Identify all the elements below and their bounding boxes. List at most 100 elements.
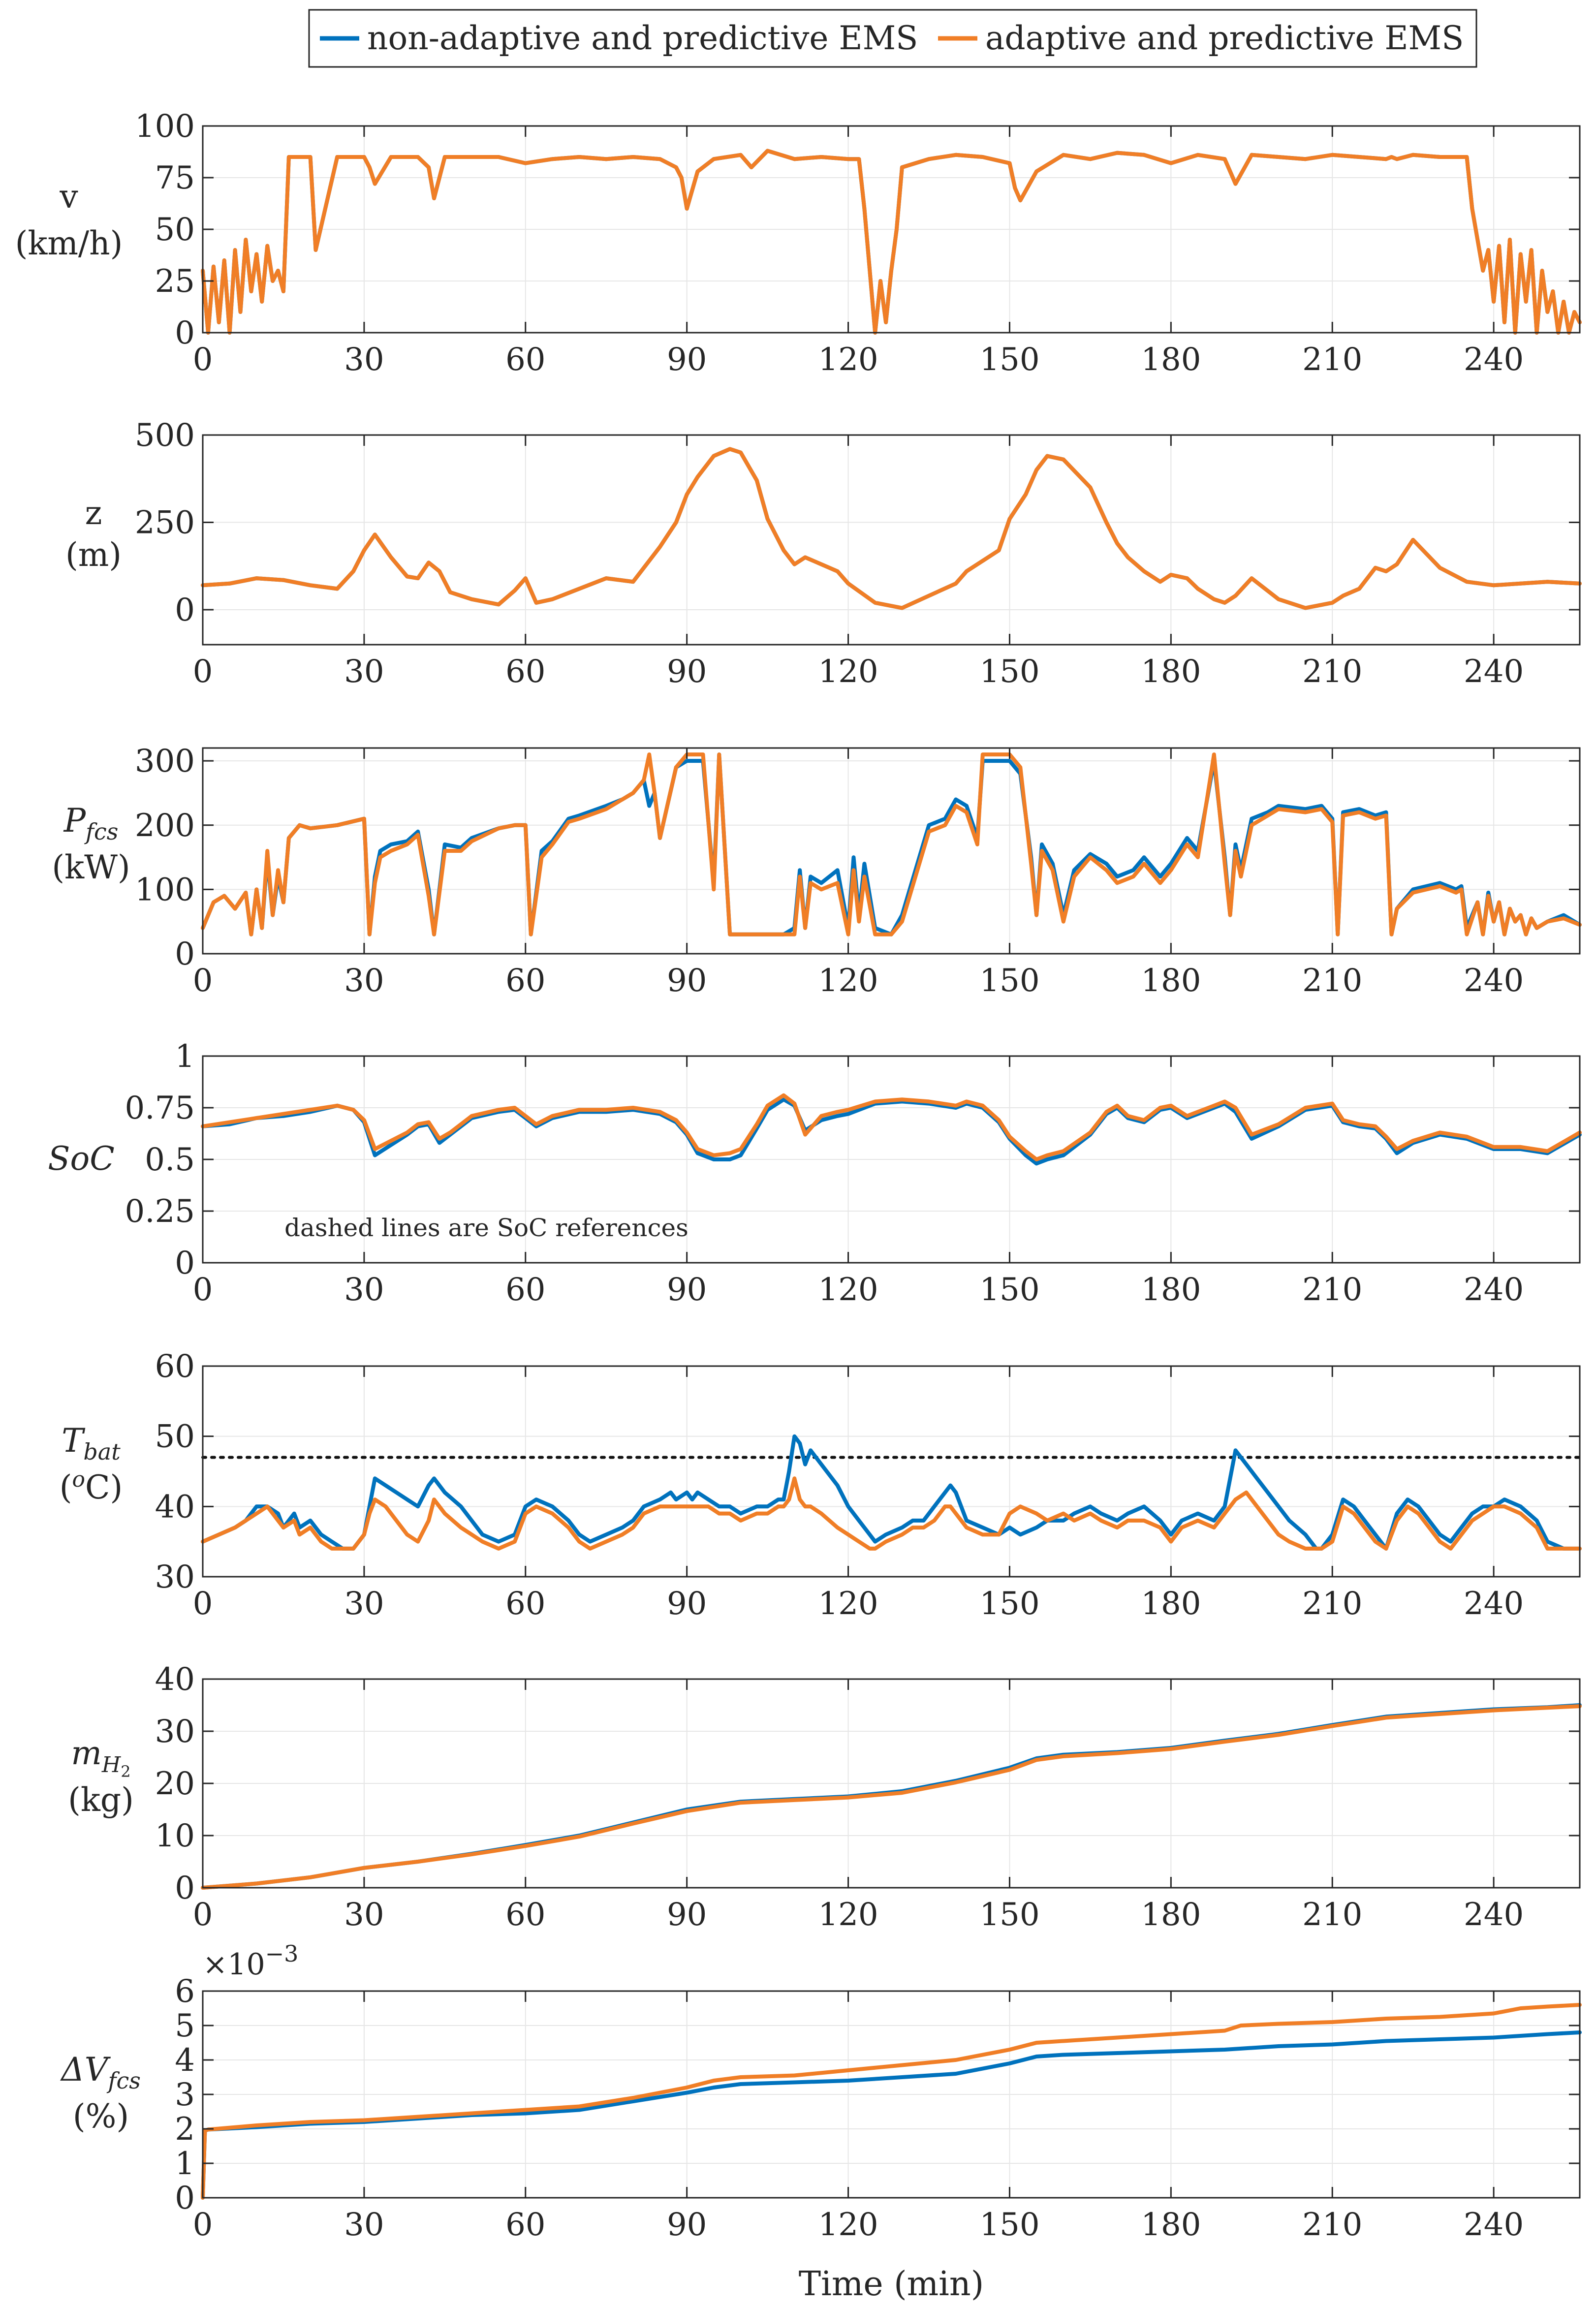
panel-hydrogen-ylabel: mH2 <box>71 1734 130 1781</box>
x-tick-label: 240 <box>1464 2207 1524 2243</box>
y-tick-label: 6 <box>175 1973 195 2010</box>
y-tick-label: 30 <box>155 1714 195 1750</box>
x-tick-label: 30 <box>344 654 384 690</box>
x-tick-label: 180 <box>1141 654 1201 690</box>
x-tick-label: 240 <box>1464 342 1524 378</box>
panel-fc-power-ylabel-main: P <box>63 802 87 840</box>
panel-fc-power-x-ticks: 0 30 60 90 120 150 180 210 240 <box>193 748 1524 999</box>
panel-degradation-series <box>201 2003 1582 2200</box>
panel-hydrogen-x-ticks: 0 30 60 90 120 150 180 210 240 <box>193 1679 1524 1933</box>
panel-fc-power-ylabel-unit: (kW) <box>52 848 130 886</box>
series-line-adaptive <box>201 752 1582 936</box>
x-tick-label: 90 <box>667 963 707 999</box>
x-tick-label: 120 <box>818 1897 878 1933</box>
y-tick-label: 0 <box>175 2180 195 2216</box>
y-tick-label: 60 <box>155 1348 195 1385</box>
x-tick-label: 150 <box>979 654 1039 690</box>
panel-degradation-exponent: ×10−3 <box>203 1940 298 1982</box>
x-tick-label: 0 <box>193 1586 213 1622</box>
panel-speed-y-ticks: 0 25 50 75 100 <box>135 108 1580 351</box>
panel-hydrogen-series <box>201 1703 1582 1890</box>
panel-hydrogen-ylabel-sub: H <box>101 1752 122 1777</box>
panel-battery-temp-ylabel: Tbat <box>62 1422 121 1465</box>
legend-label-non-adaptive: non-adaptive and predictive EMS <box>367 19 918 57</box>
x-tick-label: 60 <box>505 1586 545 1622</box>
panel-soc-x-ticks: 0 30 60 90 120 150 180 210 240 <box>193 1056 1524 1308</box>
series-line-adaptive <box>201 1093 1582 1161</box>
x-tick-label: 120 <box>818 1272 878 1308</box>
legend-label-adaptive: adaptive and predictive EMS <box>985 19 1464 57</box>
panel-soc-series <box>201 1093 1582 1166</box>
panel-hydrogen-ylabel-unit: (kg) <box>68 1781 134 1819</box>
panel-fc-power: 0 100 200 300 0 30 60 90 120 150 180 210 240 Pfcs (… <box>52 743 1582 999</box>
y-tick-label: 10 <box>155 1818 195 1854</box>
panel-soc-annotation: dashed lines are SoC references <box>284 1214 688 1242</box>
y-tick-label: 4 <box>175 2042 195 2079</box>
panel-fc-power-axes-box <box>202 747 1581 955</box>
x-tick-label: 150 <box>979 1586 1039 1622</box>
x-tick-label: 30 <box>344 1272 384 1308</box>
y-tick-label: 5 <box>175 2008 195 2044</box>
panel-fc-power-grid <box>203 748 1580 954</box>
y-tick-label: 0.25 <box>125 1193 195 1230</box>
x-tick-label: 150 <box>979 1897 1039 1933</box>
y-tick-label: 0 <box>175 1870 195 1906</box>
x-tick-label: 0 <box>193 342 213 378</box>
x-tick-label: 180 <box>1141 1897 1201 1933</box>
x-tick-label: 120 <box>818 963 878 999</box>
panel-degradation-grid <box>203 1991 1580 2198</box>
series-line-non-adaptive <box>201 447 1582 610</box>
y-tick-label: 20 <box>155 1766 195 1802</box>
panel-hydrogen-y-ticks: 0 10 20 30 40 <box>155 1661 1580 1906</box>
x-tick-label: 210 <box>1302 2207 1362 2243</box>
panel-soc: 0 0.25 0.5 0.75 1 0 30 60 90 120 150 180 210 240 SoC… <box>48 1038 1582 1308</box>
y-tick-label: 75 <box>155 160 195 196</box>
panel-altitude-axes-box <box>202 434 1581 646</box>
panel-altitude-y-ticks: 0 250 500 <box>135 417 1580 628</box>
panel-altitude-grid <box>203 435 1580 645</box>
x-tick-label: 30 <box>344 963 384 999</box>
y-tick-label: 40 <box>155 1661 195 1698</box>
x-tick-label: 210 <box>1302 1897 1362 1933</box>
y-tick-label: 300 <box>135 743 195 779</box>
y-tick-label: 2 <box>175 2111 195 2148</box>
y-tick-label: 0.75 <box>125 1090 195 1126</box>
panel-soc-ylabel: SoC <box>48 1140 114 1178</box>
x-tick-label: 60 <box>505 2207 545 2243</box>
y-tick-label: 25 <box>155 263 195 300</box>
legend: non-adaptive and predictive EMS adaptive… <box>308 9 1477 68</box>
x-tick-label: 0 <box>193 963 213 999</box>
panel-degradation-ylabel-main: ΔV <box>60 2051 111 2089</box>
panel-battery-temp-ylabel-unit-rest: C) <box>85 1468 123 1506</box>
panel-battery-temp-x-ticks: 0 30 60 90 120 150 180 210 240 <box>193 1366 1524 1622</box>
y-tick-label: 1 <box>175 1038 195 1075</box>
x-tick-label: 90 <box>667 1586 707 1622</box>
x-tick-label: 210 <box>1302 654 1362 690</box>
panel-degradation-exponent-power: −3 <box>265 1940 299 1967</box>
x-tick-label: 150 <box>979 2207 1039 2243</box>
x-tick-label: 150 <box>979 963 1039 999</box>
x-tick-label: 60 <box>505 1897 545 1933</box>
panel-degradation-ylabel-sub: fcs <box>106 2067 140 2094</box>
y-tick-label: 40 <box>155 1489 195 1525</box>
y-tick-label: 200 <box>135 808 195 844</box>
x-tick-label: 90 <box>667 2207 707 2243</box>
x-tick-label: 30 <box>344 1897 384 1933</box>
y-tick-label: 50 <box>155 212 195 248</box>
y-tick-label: 250 <box>135 505 195 541</box>
x-tick-label: 0 <box>193 1897 213 1933</box>
x-tick-label: 210 <box>1302 1586 1362 1622</box>
panel-degradation-ylabel-unit: (%) <box>73 2097 129 2135</box>
y-tick-label: 0.5 <box>145 1142 195 1178</box>
panel-altitude-series <box>201 447 1582 610</box>
panel-altitude-ylabel-line-2: (m) <box>65 536 122 574</box>
y-tick-label: 0 <box>175 936 195 972</box>
panel-soc-grid <box>203 1056 1580 1263</box>
x-tick-label: 240 <box>1464 1897 1524 1933</box>
x-tick-label: 60 <box>505 654 545 690</box>
x-tick-label: 150 <box>979 342 1039 378</box>
panel-battery-temp-grid <box>203 1366 1580 1577</box>
x-tick-label: 120 <box>818 2207 878 2243</box>
x-tick-label: 30 <box>344 2207 384 2243</box>
